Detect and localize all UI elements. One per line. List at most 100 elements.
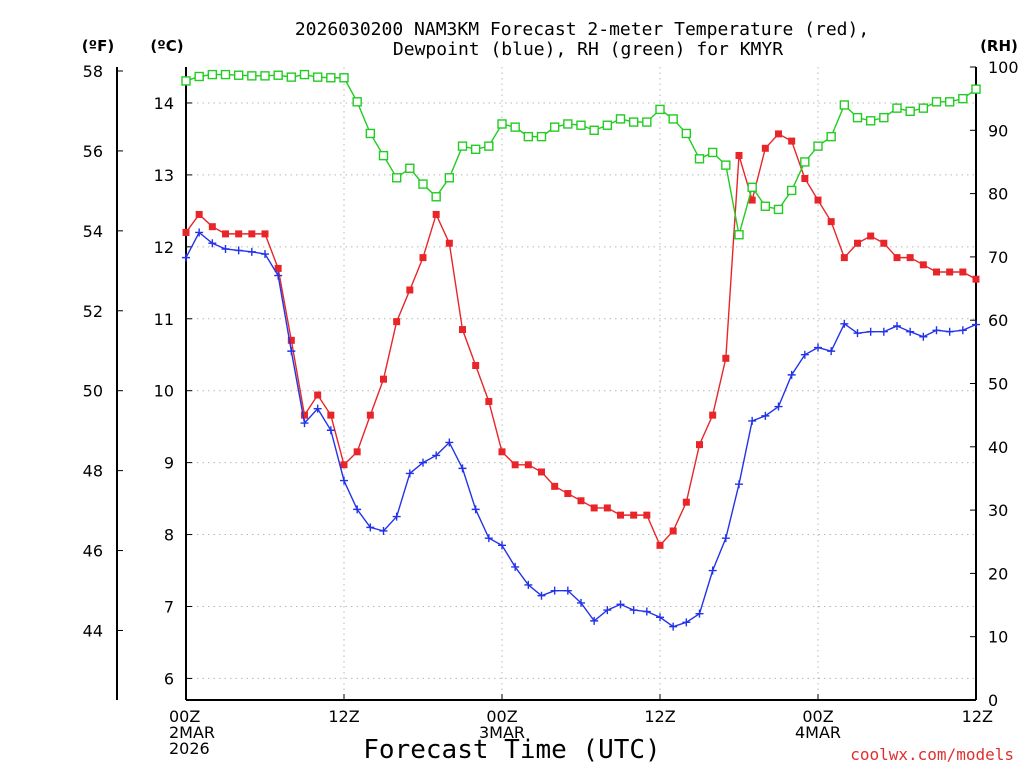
rh-point: [944, 97, 955, 107]
rh-point: [352, 97, 362, 107]
dewpoint-point: [682, 618, 691, 627]
temperature-point: [182, 228, 190, 236]
temperature-point: [682, 498, 690, 506]
dewpoint-point: [274, 271, 283, 280]
temperature-point: [617, 511, 624, 519]
series-line: [185, 73, 977, 235]
dewpoint-point: [353, 505, 362, 514]
temperature-point: [208, 223, 216, 231]
rh-point: [273, 70, 283, 80]
temperature-point: [959, 268, 967, 276]
rh-tick-label: 60: [988, 311, 1008, 330]
dewpoint-point: [287, 347, 296, 356]
rh-point: [233, 70, 244, 80]
dewpoint-point: [366, 523, 375, 532]
temperature-point: [840, 254, 848, 262]
celsius-tick-label: 10: [154, 382, 174, 401]
rh-point: [207, 69, 218, 80]
x-tick-label: 2MAR: [169, 723, 215, 742]
temperature-point: [893, 254, 901, 262]
rh-point: [326, 73, 336, 83]
chart-title-line2: Dewpoint (blue), RH (green) for KMYR: [393, 39, 783, 60]
temperature-point: [380, 375, 387, 383]
rh-point: [418, 179, 428, 189]
rh-point: [391, 173, 402, 183]
celsius-tick-label: 8: [164, 526, 174, 545]
dewpoint-point: [419, 458, 427, 467]
temperature-point: [472, 362, 480, 370]
rh-point: [220, 69, 231, 80]
grid-lines: [186, 67, 976, 700]
temperature-point: [643, 511, 651, 519]
dewpoint-point: [695, 609, 704, 618]
dewpoint-point: [261, 250, 269, 259]
dewpoint-point: [524, 580, 533, 589]
temperature-point: [485, 397, 493, 405]
rh-tick-label: 20: [988, 564, 1008, 583]
dewpoint-point: [563, 586, 572, 595]
temperature-point: [669, 527, 677, 535]
rh-point: [694, 154, 705, 164]
temperature-point: [366, 411, 374, 419]
dewpoint-point: [326, 426, 335, 435]
rh-point: [260, 71, 270, 81]
rh-point: [615, 114, 626, 124]
rh-point: [378, 150, 389, 161]
temperature-point: [327, 411, 335, 419]
temperature-point: [551, 482, 559, 490]
fahrenheit-tick-label: 48: [83, 462, 103, 481]
dewpoint-point: [945, 327, 954, 336]
rh-point: [760, 201, 771, 211]
celsius-tick-label: 9: [164, 454, 174, 473]
dewpoint-point: [405, 469, 414, 478]
data-series: [181, 69, 981, 631]
dewpoint-point: [458, 464, 467, 473]
dewpoint-point: [827, 347, 836, 356]
rh-point: [958, 93, 968, 104]
dewpoint-point: [445, 438, 454, 447]
temperature-point: [195, 210, 203, 218]
dewpoint-point: [853, 329, 862, 338]
temperature-point: [722, 354, 730, 362]
fahrenheit-tick-label: 50: [83, 382, 103, 401]
temperature-point: [906, 254, 914, 262]
dewpoint-point: [800, 350, 809, 359]
dewpoint-point: [195, 228, 204, 237]
temperature-point: [775, 130, 782, 138]
rh-point: [484, 141, 494, 151]
temperature-point: [919, 261, 927, 269]
rh-tick-label: 50: [988, 375, 1008, 394]
temperature-point: [564, 490, 572, 498]
dewpoint-point: [919, 332, 928, 341]
dewpoint-point: [340, 476, 348, 485]
dewpoint-point: [498, 541, 506, 550]
dewpoint-point: [814, 343, 822, 352]
celsius-tick-label: 12: [154, 238, 174, 257]
dewpoint-point: [300, 419, 309, 428]
series-line: [185, 133, 977, 547]
dewpoint-point: [484, 534, 493, 543]
temperature-point: [854, 239, 861, 247]
fahrenheit-tick-label: 46: [83, 542, 103, 561]
dewpoint-point: [774, 402, 783, 411]
dewpoint-point: [432, 451, 441, 460]
rh-point: [405, 163, 415, 173]
x-tick-label: 4MAR: [795, 723, 841, 742]
temperature-point: [498, 448, 506, 456]
temperature-point: [696, 441, 703, 449]
rh-point: [549, 122, 560, 132]
rh-point: [510, 122, 520, 132]
temperature-point: [524, 461, 532, 469]
rh-tick-label: 90: [988, 121, 1008, 140]
series-line: [185, 231, 977, 628]
temperature-point: [353, 448, 361, 456]
rh-point: [563, 119, 573, 129]
series-group: [181, 69, 981, 240]
temperature-point: [432, 210, 440, 218]
dewpoint-point: [879, 327, 888, 336]
rh-point: [813, 141, 823, 151]
dewpoint-point: [932, 326, 941, 335]
x-tick-label: 2026: [169, 739, 210, 758]
dewpoint-point: [748, 416, 757, 425]
temperature-point: [880, 239, 888, 247]
